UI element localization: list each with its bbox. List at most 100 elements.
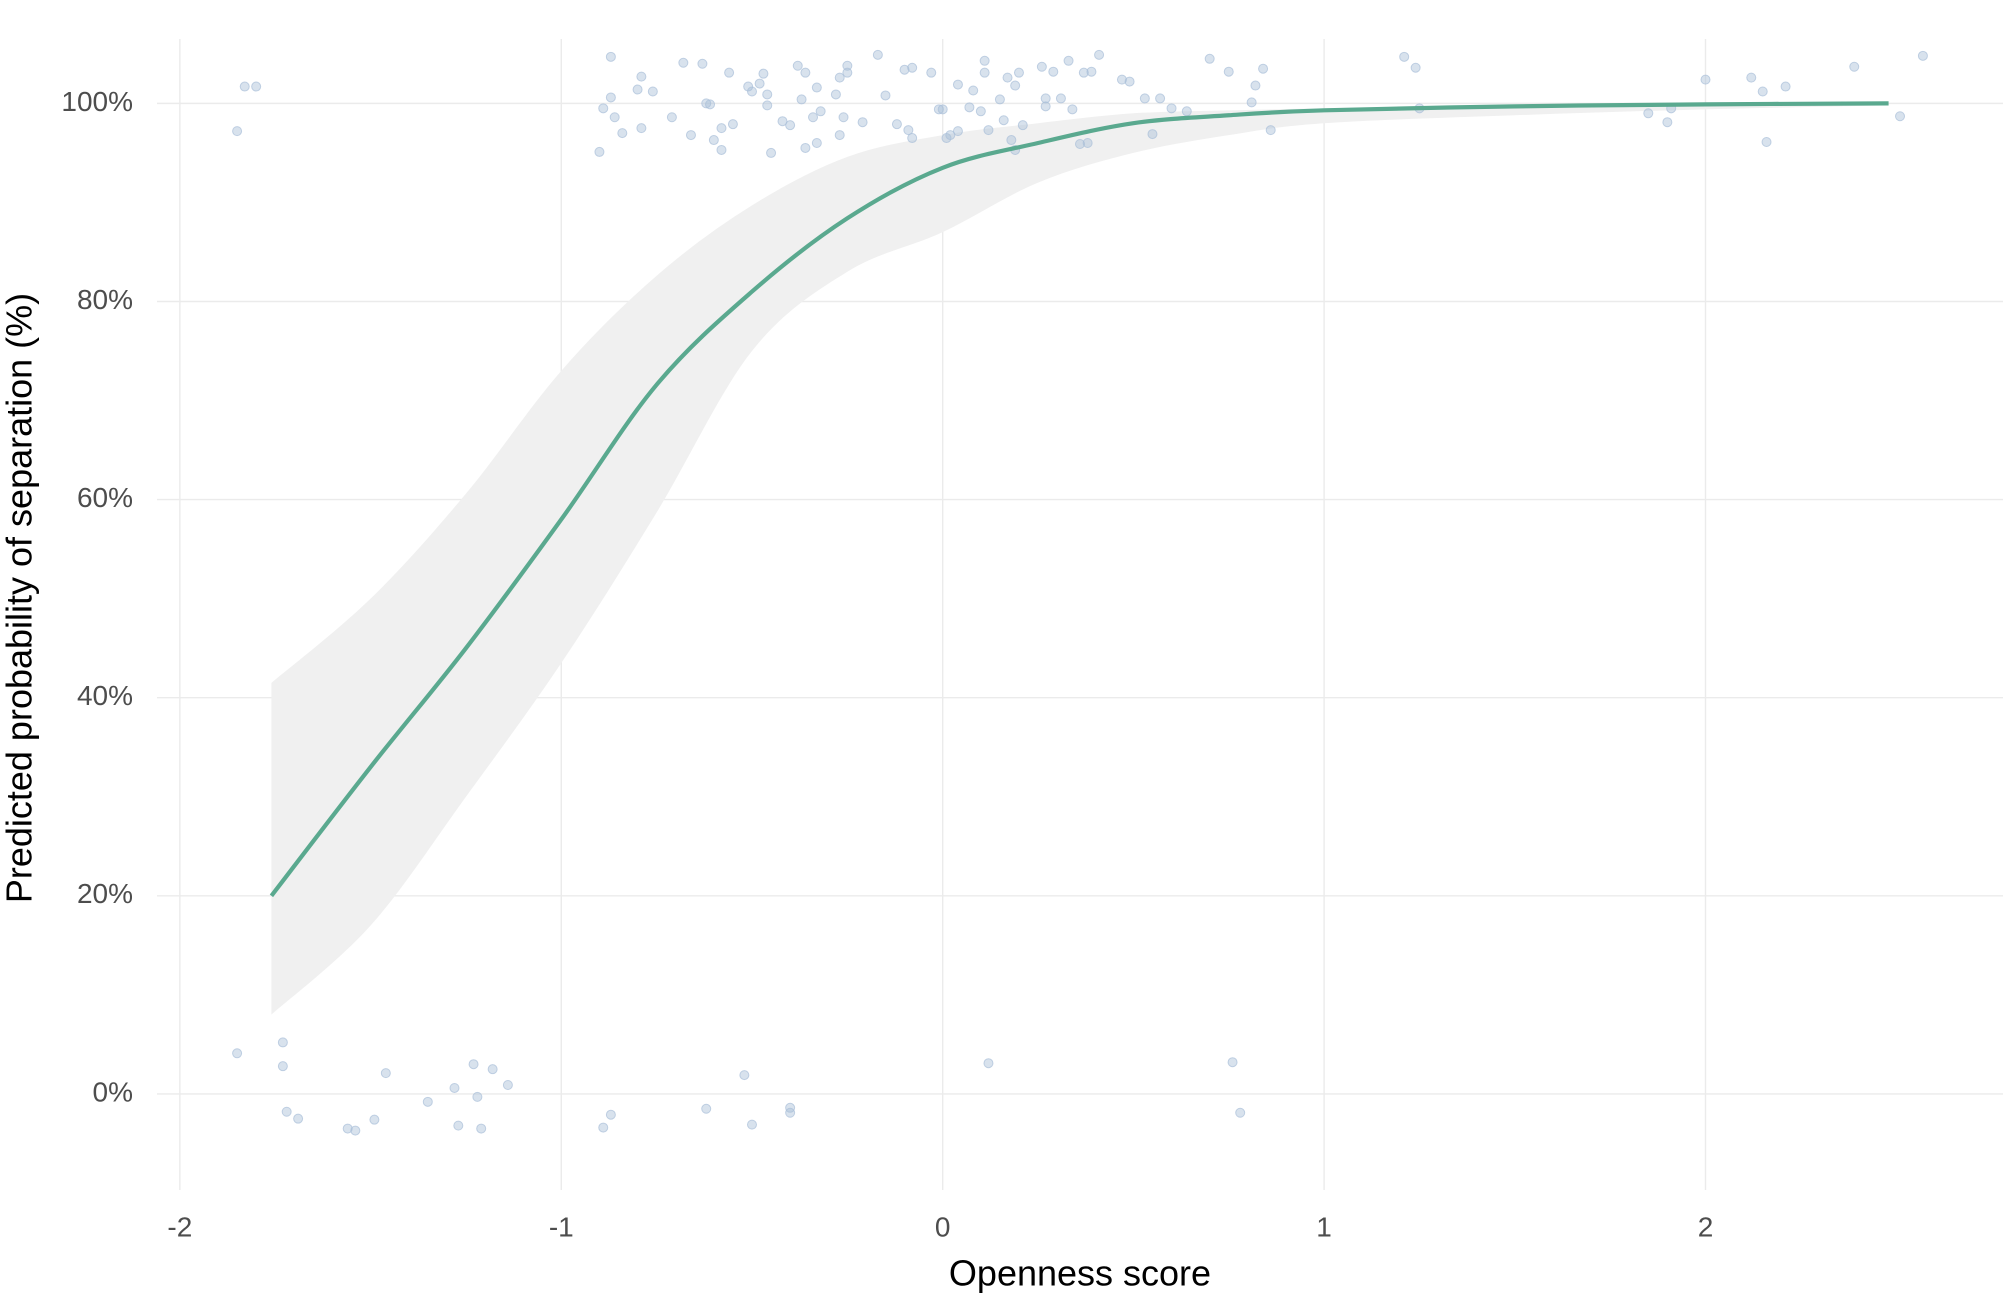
data-point bbox=[617, 128, 628, 139]
data-point bbox=[964, 102, 975, 113]
data-point bbox=[1017, 120, 1028, 131]
data-point bbox=[647, 86, 658, 97]
data-point bbox=[476, 1123, 487, 1134]
data-point bbox=[754, 78, 765, 89]
data-point bbox=[746, 1119, 757, 1130]
data-point bbox=[1399, 51, 1410, 62]
data-point bbox=[1086, 66, 1097, 77]
data-point bbox=[1895, 111, 1906, 122]
data-point bbox=[449, 1082, 460, 1093]
data-point bbox=[251, 81, 262, 92]
data-point bbox=[811, 82, 822, 93]
data-point bbox=[800, 67, 811, 78]
data-point bbox=[857, 117, 868, 128]
data-point bbox=[697, 58, 708, 69]
data-point bbox=[232, 1048, 243, 1059]
data-point bbox=[380, 1068, 391, 1079]
data-point bbox=[1410, 62, 1421, 73]
data-point bbox=[975, 106, 986, 117]
data-point bbox=[968, 85, 979, 96]
data-point bbox=[1662, 117, 1673, 128]
data-point bbox=[1246, 97, 1257, 108]
data-point bbox=[239, 81, 250, 92]
data-point bbox=[983, 125, 994, 136]
data-point bbox=[758, 68, 769, 79]
data-point bbox=[1040, 101, 1051, 112]
data-point bbox=[1036, 61, 1047, 72]
data-point bbox=[777, 116, 788, 127]
data-point bbox=[701, 1103, 712, 1114]
data-point bbox=[766, 147, 777, 158]
data-point bbox=[605, 51, 616, 62]
x-tick-label: 2 bbox=[1698, 1211, 1714, 1242]
data-point bbox=[739, 1070, 750, 1081]
data-point bbox=[979, 55, 990, 66]
data-point bbox=[609, 112, 620, 123]
data-point bbox=[933, 104, 944, 115]
data-point bbox=[1124, 76, 1135, 87]
data-point bbox=[705, 99, 716, 110]
data-point bbox=[1258, 63, 1269, 74]
data-point bbox=[811, 138, 822, 149]
data-point bbox=[293, 1113, 304, 1124]
data-point bbox=[1155, 93, 1166, 104]
data-point bbox=[685, 130, 696, 141]
data-point bbox=[636, 123, 647, 134]
y-axis-title: Predicted probability of separation (%) bbox=[0, 293, 40, 903]
y-tick-label: 0% bbox=[93, 1076, 133, 1107]
x-tick-label: -2 bbox=[167, 1211, 192, 1242]
data-point bbox=[1235, 1107, 1246, 1118]
data-point bbox=[716, 123, 727, 134]
y-tick-label: 20% bbox=[77, 878, 133, 909]
fit-line bbox=[269, 101, 1889, 898]
data-point bbox=[1063, 55, 1074, 66]
data-point bbox=[815, 106, 826, 117]
data-point bbox=[232, 126, 243, 137]
data-point bbox=[605, 92, 616, 103]
data-point bbox=[1013, 67, 1024, 78]
data-point bbox=[1746, 72, 1757, 83]
x-tick-label: 0 bbox=[935, 1211, 951, 1242]
data-point bbox=[632, 84, 643, 95]
data-point bbox=[796, 94, 807, 105]
data-point bbox=[1761, 137, 1772, 148]
data-point bbox=[785, 1107, 796, 1118]
data-point bbox=[422, 1096, 433, 1107]
data-point bbox=[945, 130, 956, 141]
data-point bbox=[1006, 135, 1017, 146]
x-tick-label: 1 bbox=[1316, 1211, 1332, 1242]
data-point bbox=[1002, 72, 1013, 83]
data-point bbox=[880, 90, 891, 101]
data-point bbox=[998, 115, 1009, 126]
data-point bbox=[1700, 74, 1711, 85]
data-point bbox=[838, 112, 849, 123]
data-point bbox=[708, 135, 719, 146]
data-point bbox=[937, 104, 948, 115]
data-point bbox=[472, 1091, 483, 1102]
data-point bbox=[785, 120, 796, 131]
data-point bbox=[907, 62, 918, 73]
data-point bbox=[1265, 125, 1276, 136]
data-point bbox=[1147, 129, 1158, 140]
data-point bbox=[678, 57, 689, 68]
data-point bbox=[1094, 49, 1105, 60]
data-point bbox=[903, 125, 914, 136]
data-point bbox=[727, 119, 738, 130]
data-point bbox=[350, 1125, 361, 1136]
data-point bbox=[598, 103, 609, 114]
data-point bbox=[716, 144, 727, 155]
data-point bbox=[369, 1114, 380, 1125]
data-point bbox=[487, 1064, 498, 1075]
data-point bbox=[277, 1061, 288, 1072]
data-point bbox=[1139, 93, 1150, 104]
data-point bbox=[598, 1122, 609, 1133]
data-point bbox=[1917, 50, 1928, 61]
data-point bbox=[907, 133, 918, 144]
data-point bbox=[594, 146, 605, 157]
data-point bbox=[468, 1059, 479, 1070]
data-point bbox=[983, 1058, 994, 1069]
data-point bbox=[746, 86, 757, 97]
data-point bbox=[1078, 67, 1089, 78]
data-point bbox=[1181, 106, 1192, 117]
data-point bbox=[952, 79, 963, 90]
